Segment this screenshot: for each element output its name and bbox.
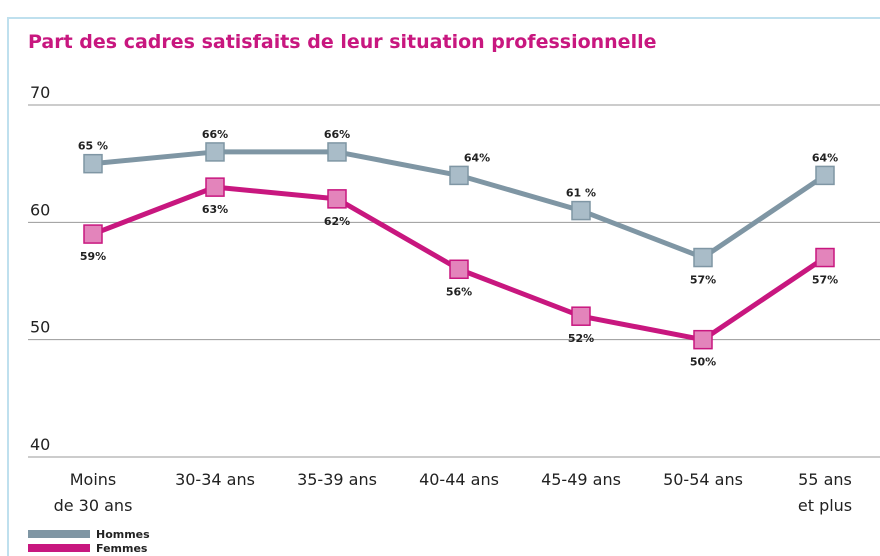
x-tick-label: 45-49 ans	[541, 470, 621, 489]
y-tick-label: 70	[30, 83, 50, 102]
marker	[83, 224, 103, 244]
value-label: 63%	[202, 203, 228, 216]
marker	[815, 165, 835, 186]
marker	[571, 306, 591, 326]
y-tick-label: 40	[30, 435, 50, 454]
marker	[571, 200, 591, 221]
x-tick-label: 30-34 ans	[175, 470, 255, 489]
frame	[7, 17, 880, 556]
marker	[205, 177, 225, 197]
value-label: 52%	[568, 332, 594, 345]
legend-swatch	[28, 530, 90, 538]
x-tick-label: 35-39 ans	[297, 470, 377, 489]
chart-title: Part des cadres satisfaits de leur situa…	[28, 31, 656, 53]
marker	[449, 165, 469, 186]
x-tick-label: 50-54 ans	[663, 470, 743, 489]
value-label: 57%	[690, 274, 716, 287]
value-label: 57%	[812, 274, 838, 287]
x-tick-label: Moins de 30 ans	[53, 470, 133, 515]
y-tick-label: 60	[30, 200, 50, 219]
marker	[449, 259, 469, 280]
marker	[327, 189, 347, 209]
legend-label: Femmes	[96, 542, 148, 555]
value-label: 50%	[690, 356, 716, 369]
value-label: 64%	[812, 151, 838, 164]
marker	[205, 142, 225, 162]
value-label: 65 %	[78, 140, 108, 153]
legend-label: Hommes	[96, 528, 150, 541]
value-label: 64%	[464, 151, 490, 164]
marker	[83, 153, 103, 174]
marker	[327, 142, 347, 162]
value-label: 59%	[80, 250, 106, 263]
x-tick-label: 40-44 ans	[419, 470, 499, 489]
y-tick-label: 50	[30, 318, 50, 337]
marker	[815, 247, 835, 268]
value-label: 62%	[324, 215, 350, 228]
x-tick-label: 55 ans et plus	[797, 470, 853, 515]
value-label: 66%	[324, 128, 350, 141]
marker	[693, 329, 713, 350]
legend-swatch	[28, 544, 90, 552]
value-label: 61 %	[566, 187, 596, 200]
value-label: 56%	[446, 285, 472, 298]
marker	[693, 247, 713, 268]
value-label: 66%	[202, 128, 228, 141]
